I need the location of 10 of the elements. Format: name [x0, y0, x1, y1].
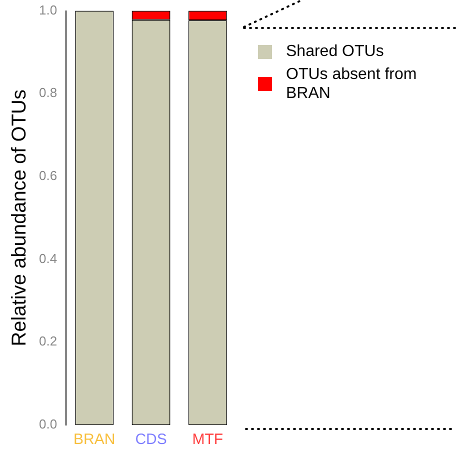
y-tick-label: 0.4 — [38, 250, 58, 266]
y-tick-label: 0.2 — [38, 334, 58, 349]
y-tick-label: 0.8 — [38, 85, 58, 100]
x-tick-label: BRAN — [74, 431, 116, 448]
x-tick-label: CDS — [135, 431, 167, 448]
y-tick-label: 1.0 — [38, 2, 58, 18]
y-tick-label: 0.0 — [38, 416, 58, 432]
y-tick-label: 0.6 — [38, 168, 58, 184]
y-axis-title: Relative abundance of OTUs — [8, 89, 31, 346]
x-tick-label: MTF — [192, 431, 224, 448]
